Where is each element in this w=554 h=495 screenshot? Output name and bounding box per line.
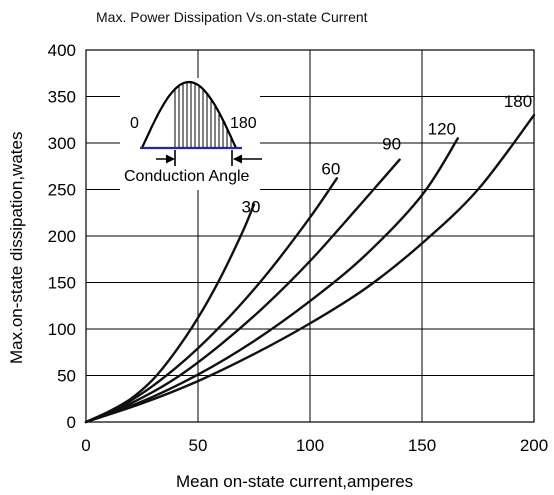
y-tick-label: 100 [48, 320, 76, 339]
series-line-90 [84, 158, 401, 424]
series-label-60: 60 [321, 159, 340, 178]
inset-arrow-right-icon [233, 154, 242, 164]
x-tick-label: 200 [520, 436, 548, 455]
series-label-90: 90 [382, 135, 401, 154]
series-labels: 30 60 90 120 180 [242, 92, 533, 216]
y-tick-label: 400 [48, 41, 76, 60]
series-layer [84, 113, 536, 424]
series-line-60 [84, 177, 339, 424]
series-label-120: 120 [428, 119, 456, 138]
inset-background [120, 78, 260, 190]
y-tick-label: 300 [48, 134, 76, 153]
y-axis-label: Max.on-state dissipation,wates [7, 132, 26, 364]
y-tick-label: 50 [57, 367, 76, 386]
inset-hatching [174, 82, 232, 148]
inset-arrow-left-icon [166, 154, 175, 164]
x-tick-label: 150 [408, 436, 436, 455]
inset-caption: Conduction Angle [124, 168, 250, 185]
inset-right-label: 180 [230, 115, 257, 132]
y-tick-label: 350 [48, 88, 76, 107]
series-line-120 [84, 137, 459, 424]
x-axis-label: Mean on-state current,amperes [176, 472, 413, 491]
x-tick-label: 0 [81, 436, 90, 455]
chart-title: Max. Power Dissipation Vs.on-state Curre… [96, 9, 368, 25]
series-line-180 [84, 113, 536, 424]
x-tick-label: 100 [296, 436, 324, 455]
inset-waveform [140, 80, 237, 149]
series-label-30: 30 [242, 197, 261, 216]
inset-left-label: 0 [130, 115, 139, 132]
plot-frame [85, 49, 535, 423]
y-tick-label: 250 [48, 181, 76, 200]
x-tick-label: 50 [189, 436, 208, 455]
conduction-angle-inset: 0 180 Conduction Angle [120, 78, 262, 190]
y-tick-label: 150 [48, 274, 76, 293]
series-label-180: 180 [504, 92, 532, 111]
y-tick-label: 0 [67, 413, 76, 432]
y-tick-label: 200 [48, 227, 76, 246]
